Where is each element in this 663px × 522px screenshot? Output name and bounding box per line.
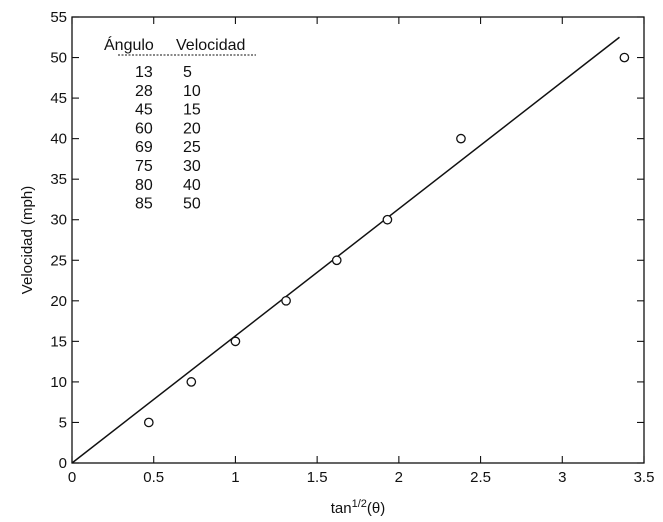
inset-table: Ángulo Velocidad 13 5 28 10 45 15 60 20 69 25 75 30 80… <box>104 35 256 213</box>
inset-speed-value: 5 <box>183 64 192 81</box>
x-tick-label: 3 <box>558 469 566 486</box>
data-points <box>143 52 630 428</box>
y-tick-label: 0 <box>59 455 67 472</box>
inset-speed-value: 50 <box>183 196 201 213</box>
fit-line-group <box>71 36 620 464</box>
data-point <box>186 377 197 387</box>
plot-frame <box>71 16 645 464</box>
x-axis-title: tan1/2(θ) <box>331 498 386 517</box>
fit-line <box>71 36 620 464</box>
x-tick-label: 0 <box>68 469 76 486</box>
data-point <box>619 52 630 63</box>
data-point <box>331 255 342 266</box>
data-point <box>382 214 393 225</box>
inset-angle-value: 13 <box>135 64 153 81</box>
y-tick-label: 30 <box>50 212 67 229</box>
inset-angle-value: 69 <box>135 139 153 156</box>
y-tick-label: 25 <box>50 252 67 269</box>
x-axis: 0 0.5 1 1.5 2 2.5 3 3.5 <box>68 17 655 486</box>
x-tick-label: 2 <box>395 469 403 486</box>
inset-angle-value: 75 <box>135 158 153 175</box>
y-tick-label: 35 <box>50 171 67 188</box>
data-point <box>456 133 466 144</box>
x-tick-label: 3.5 <box>634 469 655 486</box>
inset-speed-value: 15 <box>183 102 201 119</box>
inset-angle-value: 28 <box>135 83 153 100</box>
y-tick-label: 20 <box>50 293 67 310</box>
inset-header-speed: Velocidad <box>176 37 245 54</box>
y-tick-label: 5 <box>59 414 67 431</box>
inset-angle-value: 80 <box>135 177 153 194</box>
y-tick-label: 10 <box>50 374 67 391</box>
inset-speed-value: 25 <box>183 139 201 156</box>
inset-angle-value: 60 <box>135 120 153 137</box>
data-point <box>281 295 291 306</box>
data-point <box>230 336 241 347</box>
x-tick-label: 1.5 <box>307 469 328 486</box>
inset-speed-value: 30 <box>183 158 201 175</box>
y-tick-label: 50 <box>50 50 67 67</box>
y-axis-title: Velocidad (mph) <box>19 186 36 294</box>
inset-angle-value: 45 <box>135 102 153 119</box>
data-point <box>143 417 154 428</box>
inset-speed-value: 40 <box>183 177 201 194</box>
inset-header-angle: Ángulo <box>104 35 154 54</box>
x-tick-label: 1 <box>231 469 239 486</box>
y-tick-label: 55 <box>50 9 67 26</box>
y-tick-label: 40 <box>50 131 67 148</box>
inset-speed-value: 10 <box>183 83 201 100</box>
x-tick-label: 0.5 <box>143 469 164 486</box>
inset-angle-value: 85 <box>135 196 153 213</box>
y-tick-label: 45 <box>50 90 67 107</box>
x-tick-label: 2.5 <box>470 469 491 486</box>
inset-speed-value: 20 <box>183 120 201 137</box>
y-tick-label: 15 <box>50 333 67 350</box>
